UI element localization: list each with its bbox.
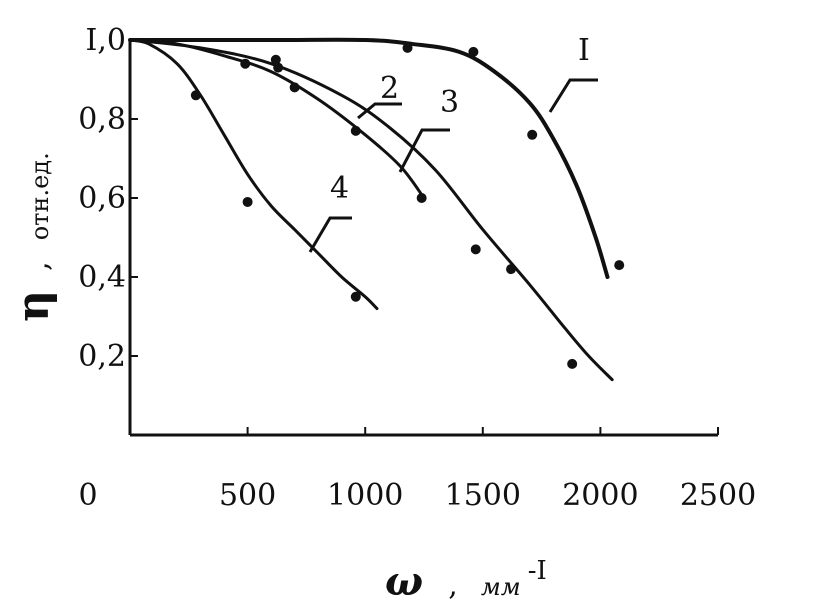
x-axis-title: ω , мм -I (385, 556, 547, 605)
data-point (270, 54, 281, 65)
x-axis-sep: , (448, 568, 458, 603)
x-axis-symbol: ω (385, 558, 423, 605)
data-point (506, 264, 517, 275)
y-tick-label: 0,4 (78, 260, 126, 295)
curve-label: I (578, 33, 590, 68)
curve-label: 3 (440, 85, 459, 120)
curve-label: 4 (330, 171, 349, 206)
curve-label: 2 (380, 71, 399, 106)
series-curve (128, 38, 379, 311)
data-point (614, 260, 625, 271)
y-axis-title: η , отн.ед. (8, 152, 59, 322)
axes: 0 500 1000 1500 2000 2500 0,2 0,4 0,6 0,8 I,0 (78, 23, 756, 513)
curve-label-leader (308, 216, 352, 253)
y-tick-label: 0,2 (78, 339, 126, 374)
data-point (273, 62, 284, 73)
y-tick-label: I,0 (86, 23, 126, 58)
x-tick-label: 1000 (327, 478, 403, 513)
y-axis-symbol: η (8, 290, 59, 322)
data-point (416, 193, 427, 203)
curve-label-leader (357, 102, 402, 120)
curve-label-leader (398, 128, 450, 173)
curve-label-leader (548, 78, 598, 113)
data-point (289, 82, 300, 93)
data-point (402, 42, 413, 53)
x-tick-label: 0 (78, 478, 97, 513)
y-tick-label: 0,6 (78, 181, 126, 216)
data-point (350, 125, 361, 136)
data-point (527, 129, 538, 140)
x-axis-unit: мм (481, 573, 521, 601)
y-axis-unit: отн.ед. (26, 152, 54, 240)
y-tick-label: 0,8 (78, 102, 126, 137)
series-layer (128, 37, 614, 382)
data-point (190, 90, 201, 101)
x-axis-exponent: -I (528, 556, 547, 586)
markers-layer (190, 42, 625, 369)
y-axis-sep: , (21, 261, 56, 271)
data-point (240, 58, 251, 69)
svg-text:η , отн.ед.: η , отн.ед. (8, 152, 59, 322)
x-tick-label: 500 (219, 478, 276, 513)
x-tick-label: 2500 (680, 478, 756, 513)
data-point (470, 244, 481, 255)
data-point (350, 291, 361, 302)
series-curve (128, 37, 610, 279)
data-point (468, 46, 479, 57)
labels-layer: I 2 3 4 (308, 33, 598, 253)
data-point (242, 196, 253, 207)
series-curve (128, 38, 614, 382)
data-point (567, 358, 578, 369)
x-tick-label: 1500 (445, 478, 521, 513)
x-tick-label: 2000 (562, 478, 638, 513)
